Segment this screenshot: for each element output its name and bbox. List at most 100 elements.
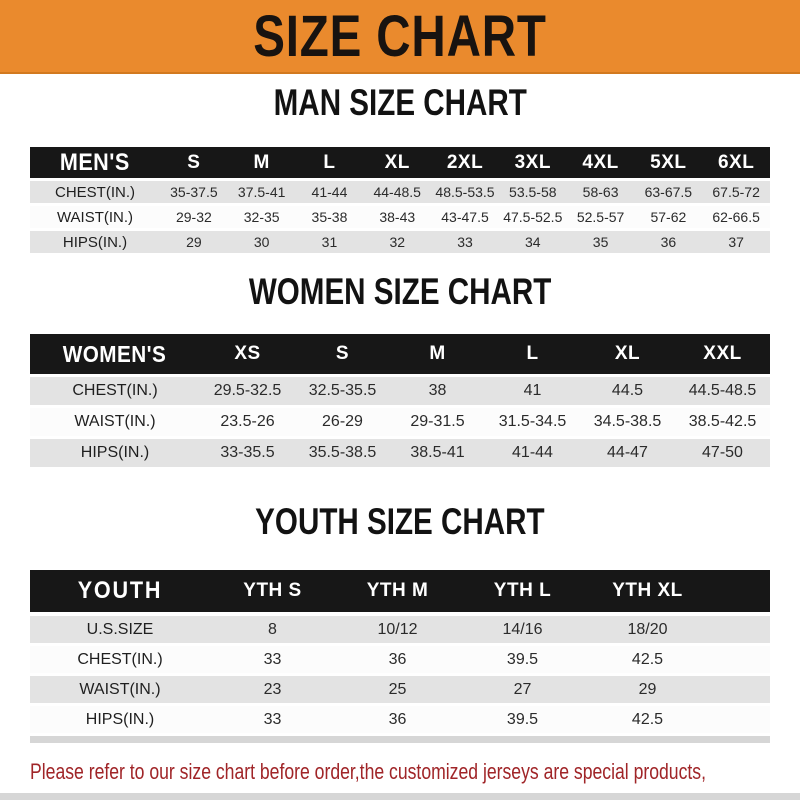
size-value: 34 bbox=[525, 234, 541, 250]
size-value: 36 bbox=[388, 710, 407, 728]
size-value: 37 bbox=[728, 234, 744, 250]
row-label: WAIST(IN.) bbox=[56, 208, 134, 226]
women-column-header-1: S bbox=[335, 343, 350, 364]
size-value: 57-62 bbox=[650, 209, 687, 225]
size-value: 48.5-53.5 bbox=[435, 184, 495, 200]
women-table-header-label-text: WOMEN'S bbox=[63, 340, 167, 367]
size-value: 32.5-35.5 bbox=[308, 382, 377, 399]
size-value: 38 bbox=[428, 382, 447, 399]
youth-table-header-label-text: YOUTH bbox=[77, 577, 163, 604]
size-value: 29 bbox=[638, 680, 657, 698]
page-bottom-strip bbox=[0, 793, 800, 800]
size-value: 32-35 bbox=[243, 209, 280, 225]
women-size-table: WOMEN'S XS S M L XL XXL CHEST(IN.) 29.5-32.5 32.5… bbox=[30, 334, 770, 467]
youth-section-heading-text: YOUTH SIZE CHART bbox=[255, 501, 545, 542]
youth-column-header-2: YTH L bbox=[493, 580, 552, 601]
size-value: 37.5-41 bbox=[237, 184, 286, 200]
size-value: 25 bbox=[388, 680, 407, 698]
size-value: 38-43 bbox=[379, 209, 416, 225]
men-column-header-2: L bbox=[323, 151, 336, 173]
women-column-header-0: XS bbox=[234, 343, 261, 364]
size-value: 23.5-26 bbox=[220, 413, 275, 430]
women-column-header-2: M bbox=[429, 343, 446, 364]
size-value: 41-44 bbox=[311, 184, 348, 200]
women-table-header-bar: WOMEN'S XS S M L XL XXL bbox=[30, 334, 770, 374]
women-table-row-0: CHEST(IN.) 29.5-32.5 32.5-35.5 38 41 44.5 44.5… bbox=[30, 377, 770, 405]
size-chart-sections: MAN SIZE CHART MEN'S S M L XL 2XL 3XL 4XL 5XL 6XL C… bbox=[0, 74, 800, 743]
row-label: WAIST(IN.) bbox=[74, 413, 156, 430]
women-section-heading-text: WOMEN SIZE CHART bbox=[248, 271, 552, 312]
size-value: 67.5-72 bbox=[712, 184, 760, 200]
size-value: 39.5 bbox=[506, 710, 539, 728]
size-value: 53.5-58 bbox=[509, 184, 557, 200]
size-value: 10/12 bbox=[377, 620, 418, 638]
youth-table-row-3: HIPS(IN.) 33 36 39.5 42.5 bbox=[30, 706, 770, 733]
size-value: 31.5-34.5 bbox=[498, 413, 567, 430]
notice-line-1: Please refer to our size chart before or… bbox=[30, 759, 706, 784]
women-table-header-label: WOMEN'S bbox=[30, 341, 200, 368]
size-value: 27 bbox=[513, 680, 532, 698]
size-value: 42.5 bbox=[631, 650, 664, 668]
row-label: CHEST(IN.) bbox=[55, 183, 135, 201]
size-value: 41-44 bbox=[512, 444, 553, 461]
men-size-section: MAN SIZE CHART MEN'S S M L XL 2XL 3XL 4XL 5XL 6XL C… bbox=[0, 74, 800, 253]
size-chart-banner: SIZE CHART bbox=[0, 0, 800, 74]
men-column-header-5: 3XL bbox=[514, 151, 551, 173]
size-value: 36 bbox=[660, 234, 677, 250]
youth-column-header-0: YTH S bbox=[243, 580, 302, 601]
men-column-header-0: S bbox=[187, 151, 201, 173]
men-table-header-bar: MEN'S S M L XL 2XL 3XL 4XL 5XL 6XL bbox=[30, 147, 770, 178]
size-value: 32 bbox=[389, 234, 406, 250]
size-value: 47.5-52.5 bbox=[503, 209, 563, 225]
men-table-header-label-text: MEN'S bbox=[60, 148, 130, 176]
size-value: 44.5-48.5 bbox=[688, 382, 757, 399]
women-column-header-5: XXL bbox=[703, 343, 742, 364]
size-value: 41 bbox=[523, 382, 542, 399]
size-value: 35 bbox=[592, 234, 609, 250]
banner-title: SIZE CHART bbox=[253, 3, 547, 69]
youth-column-header-1: YTH M bbox=[366, 580, 429, 601]
men-column-header-8: 6XL bbox=[717, 151, 755, 173]
size-value: 33 bbox=[263, 710, 282, 728]
row-label: U.S.SIZE bbox=[86, 620, 154, 638]
men-section-heading-text: MAN SIZE CHART bbox=[273, 82, 527, 123]
row-label: HIPS(IN.) bbox=[80, 444, 150, 461]
size-value: 35-37.5 bbox=[170, 184, 218, 200]
men-table-row-2: HIPS(IN.) 29 30 31 32 33 34 35 36 37 bbox=[30, 231, 770, 253]
men-column-header-4: 2XL bbox=[446, 151, 484, 173]
size-value: 36 bbox=[388, 650, 407, 668]
size-value: 39.5 bbox=[506, 650, 539, 668]
youth-size-table: YOUTH YTH S YTH M YTH L YTH XL U.S.SIZE 8 10/12… bbox=[30, 570, 770, 743]
size-value: 34.5-38.5 bbox=[593, 413, 662, 430]
women-column-header-4: XL bbox=[614, 343, 641, 364]
size-value: 38.5-42.5 bbox=[688, 413, 757, 430]
size-value: 58-63 bbox=[582, 184, 619, 200]
youth-table-row-1: CHEST(IN.) 33 36 39.5 42.5 bbox=[30, 646, 770, 673]
size-value: 23 bbox=[263, 680, 282, 698]
size-value: 62-66.5 bbox=[712, 209, 760, 225]
women-size-section: WOMEN SIZE CHART WOMEN'S XS S M L XL XXL CHEST(I… bbox=[0, 256, 800, 467]
women-column-header-3: L bbox=[526, 343, 539, 364]
size-value: 52.5-57 bbox=[576, 209, 625, 225]
size-value: 44-48.5 bbox=[373, 184, 421, 200]
row-label: CHEST(IN.) bbox=[77, 650, 163, 668]
size-value: 33 bbox=[457, 234, 473, 250]
row-label: CHEST(IN.) bbox=[72, 382, 158, 399]
size-value: 29-31.5 bbox=[410, 413, 465, 430]
table-bottom-strip bbox=[30, 736, 770, 743]
men-table-header-label: MEN'S bbox=[30, 149, 160, 177]
youth-size-section: YOUTH SIZE CHART YOUTH YTH S YTH M YTH L YTH … bbox=[0, 470, 800, 743]
size-value: 18/20 bbox=[627, 620, 668, 638]
size-value: 44-47 bbox=[607, 444, 648, 461]
size-value: 42.5 bbox=[631, 710, 664, 728]
women-table-row-1: WAIST(IN.) 23.5-26 26-29 29-31.5 31.5-34.5 34… bbox=[30, 408, 770, 436]
size-value: 26-29 bbox=[322, 413, 363, 430]
men-table-row-1: WAIST(IN.) 29-32 32-35 35-38 38-43 43-47.5 47.… bbox=[30, 206, 770, 228]
men-column-header-1: M bbox=[253, 151, 270, 173]
size-value: 8 bbox=[268, 620, 277, 638]
size-value: 33-35.5 bbox=[220, 444, 275, 461]
size-value: 43-47.5 bbox=[441, 209, 489, 225]
size-value: 44.5 bbox=[611, 382, 644, 399]
youth-section-heading: YOUTH SIZE CHART bbox=[0, 470, 800, 546]
size-value: 30 bbox=[253, 234, 270, 250]
